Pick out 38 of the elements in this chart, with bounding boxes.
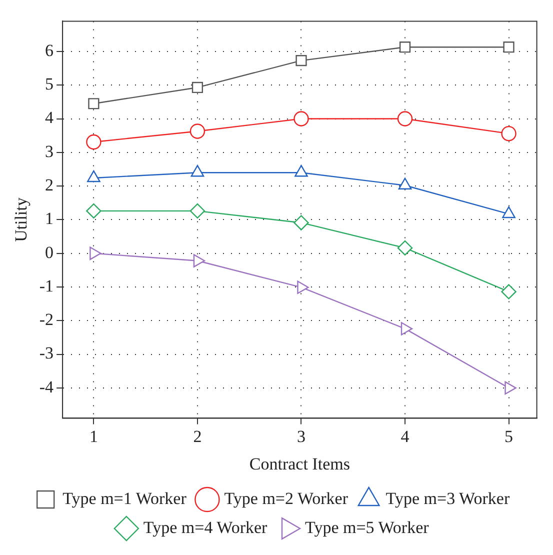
point <box>397 111 413 126</box>
y-tick-label: -1 <box>39 276 54 296</box>
y-tick-label: -3 <box>39 344 54 363</box>
y-tick-label: -2 <box>39 310 54 330</box>
point <box>190 203 206 219</box>
legend-label: Type m=5 Worker <box>305 518 430 537</box>
y-tick-label: 6 <box>45 40 54 60</box>
x-tick-label: 1 <box>89 426 98 446</box>
point <box>397 240 413 256</box>
x-tick-label: 5 <box>504 426 514 446</box>
point <box>86 203 102 219</box>
point <box>192 82 204 94</box>
point <box>501 126 516 142</box>
legend-label: Type m=3 Worker <box>386 488 510 508</box>
point <box>296 55 307 66</box>
point <box>501 284 516 300</box>
x-tick-label: 3 <box>296 426 306 446</box>
point <box>86 134 102 150</box>
y-axis-title: Utility <box>12 197 31 242</box>
point <box>503 42 514 53</box>
y-tick-label: 2 <box>45 176 54 195</box>
y-tick-label: 0 <box>45 242 54 262</box>
point <box>190 124 206 139</box>
legend-label: Type m=2 Worker <box>224 488 348 508</box>
point <box>294 215 309 230</box>
y-tick-label: 4 <box>45 108 54 128</box>
legend-label: Type m=4 Worker <box>143 518 268 537</box>
y-tick-label: 5 <box>45 74 54 94</box>
point <box>294 111 309 126</box>
y-tick-label: 1 <box>45 209 54 228</box>
y-tick-label: -4 <box>39 377 54 396</box>
x-axis-title: Contract Items <box>249 454 350 474</box>
legend-label: Type m=1 Worker <box>62 488 187 508</box>
x-tick-label: 4 <box>400 426 410 446</box>
y-tick-label: 3 <box>45 142 54 161</box>
x-tick-label: 2 <box>193 426 202 446</box>
point <box>88 98 100 110</box>
point <box>399 42 411 53</box>
